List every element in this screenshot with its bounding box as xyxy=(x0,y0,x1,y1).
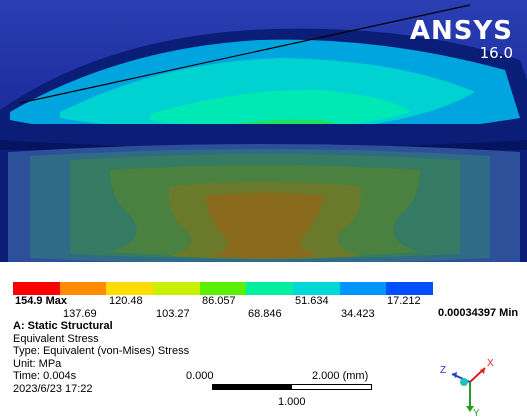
legend-color-bar xyxy=(13,282,434,295)
legend-labels-bottom: 137.69 103.27 68.846 34.423 xyxy=(13,308,433,321)
legend-label: 137.69 xyxy=(63,308,97,320)
scale-start: 0.000 xyxy=(186,370,214,382)
brand-name: ANSYS xyxy=(409,16,513,46)
legend-labels-top: 154.9 Max 120.48 86.057 51.634 17.212 xyxy=(13,295,433,308)
legend-color-segment xyxy=(293,282,340,295)
scale-ruler: 0.000 2.000 (mm) 1.000 xyxy=(186,370,386,410)
legend-color-segment xyxy=(106,282,154,295)
legend-color-segment xyxy=(246,282,294,295)
legend-label: 120.48 xyxy=(109,295,143,307)
brand-version: 16.0 xyxy=(479,44,513,62)
legend-color-segment xyxy=(199,282,247,295)
result-time: Time: 0.004s xyxy=(13,370,77,383)
legend-label: 86.057 xyxy=(202,295,236,307)
result-info: A: Static Structural Equivalent Stress T… xyxy=(13,320,189,396)
result-date: 2023/6/23 17:22 xyxy=(13,382,93,395)
legend-color-segment xyxy=(339,282,387,295)
triad-y-label: Y xyxy=(473,408,480,418)
legend-min-label: 0.00034397 Min xyxy=(438,307,519,319)
scale-end: 2.000 (mm) xyxy=(312,370,369,382)
scale-bar xyxy=(212,384,372,390)
analysis-title: A: Static Structural xyxy=(13,320,113,332)
legend-color-segment xyxy=(153,282,200,295)
color-legend[interactable]: 154.9 Max 120.48 86.057 51.634 17.212 13… xyxy=(13,282,434,321)
legend-label: 34.423 xyxy=(341,308,375,320)
result-type: Type: Equivalent (von-Mises) Stress xyxy=(13,345,190,358)
triad-x-label: X xyxy=(487,358,494,369)
legend-max-label: 154.9 Max xyxy=(15,295,67,307)
legend-color-segment xyxy=(386,282,434,295)
legend-label: 103.27 xyxy=(156,308,190,320)
scale-mid: 1.000 xyxy=(278,396,306,408)
triad-z-label: Z xyxy=(440,365,446,376)
legend-label: 68.846 xyxy=(248,308,282,320)
ansys-logo: ANSYS 16.0 xyxy=(410,18,513,61)
legend-label: 17.212 xyxy=(387,295,421,307)
result-name: Equivalent Stress xyxy=(13,332,99,345)
legend-color-segment xyxy=(13,282,60,295)
coordinate-triad-icon[interactable]: X Y Z xyxy=(430,348,510,418)
legend-color-segment xyxy=(59,282,107,295)
result-unit: Unit: MPa xyxy=(13,357,62,370)
legend-label: 51.634 xyxy=(295,295,329,307)
